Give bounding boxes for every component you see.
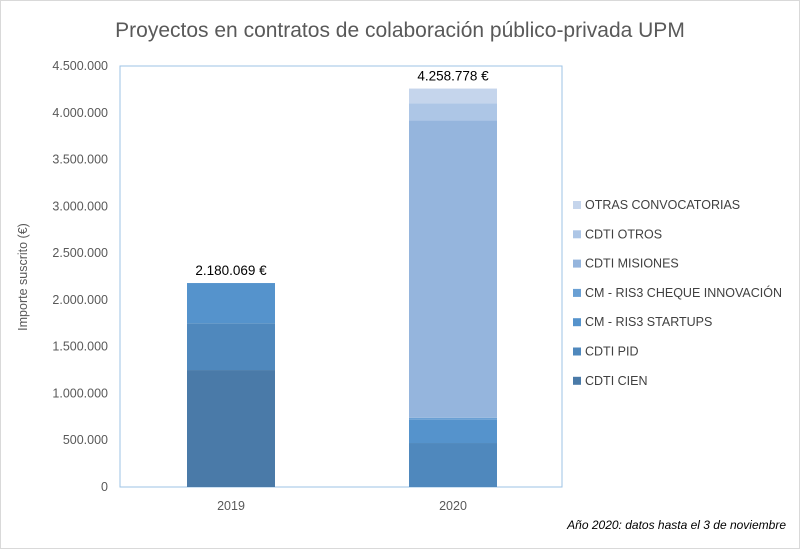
bar-segment-2020-2 bbox=[409, 419, 497, 444]
y-tick-label: 500.000 bbox=[63, 433, 108, 447]
y-tick-label: 3.000.000 bbox=[52, 199, 108, 213]
x-tick-label: 2020 bbox=[439, 499, 467, 513]
legend-entry: OTRAS CONVOCATORIAS bbox=[585, 198, 740, 212]
legend-entry: CDTI CIEN bbox=[585, 374, 648, 388]
y-tick-label: 2.500.000 bbox=[52, 246, 108, 260]
bar-segment-2020-3 bbox=[409, 417, 497, 420]
legend-swatch bbox=[573, 347, 581, 356]
y-tick-label: 4.500.000 bbox=[52, 59, 108, 73]
legend-swatch bbox=[573, 288, 581, 297]
y-tick-label: 2.000.000 bbox=[52, 293, 108, 307]
legend-entry: CDTI OTROS bbox=[585, 227, 662, 241]
total-label: 2.180.069 € bbox=[195, 263, 267, 278]
bar-segment-2019-1 bbox=[187, 323, 275, 371]
plot-area bbox=[119, 65, 563, 488]
y-tick-label: 1.000.000 bbox=[52, 386, 108, 400]
y-tick-label: 3.500.000 bbox=[52, 153, 108, 167]
y-tick-label: 4.000.000 bbox=[52, 106, 108, 120]
bar-segment-2020-4 bbox=[409, 120, 497, 418]
bar-segment-2020-6 bbox=[409, 88, 497, 104]
total-label: 4.258.778 € bbox=[417, 69, 489, 84]
legend-swatch bbox=[573, 318, 581, 327]
y-axis-label: Importe suscrito (€) bbox=[16, 223, 30, 331]
legend-swatch bbox=[573, 230, 581, 239]
bar-segment-2019-2 bbox=[187, 283, 275, 324]
bar-segment-2019-0 bbox=[187, 370, 275, 487]
bar-segment-2020-5 bbox=[409, 103, 497, 121]
y-tick-label: 0 bbox=[101, 480, 108, 494]
chart-title: Proyectos en contratos de colaboración p… bbox=[115, 19, 685, 42]
legend-entry: CDTI PID bbox=[585, 345, 638, 359]
x-tick-label: 2019 bbox=[217, 499, 245, 513]
legend-swatch bbox=[573, 376, 581, 385]
legend-swatch bbox=[573, 201, 581, 209]
legend-swatch bbox=[573, 259, 581, 268]
footnote: Año 2020: datos hasta el 3 de noviembre bbox=[566, 518, 786, 532]
legend-entry: CM - RIS3 CHEQUE INNOVACIÓN bbox=[585, 285, 782, 300]
legend-entry: CM - RIS3 STARTUPS bbox=[585, 315, 712, 329]
bar-segment-2020-1 bbox=[409, 443, 497, 487]
legend-entry: CDTI MISIONES bbox=[585, 257, 679, 271]
y-tick-label: 1.500.000 bbox=[52, 340, 108, 354]
